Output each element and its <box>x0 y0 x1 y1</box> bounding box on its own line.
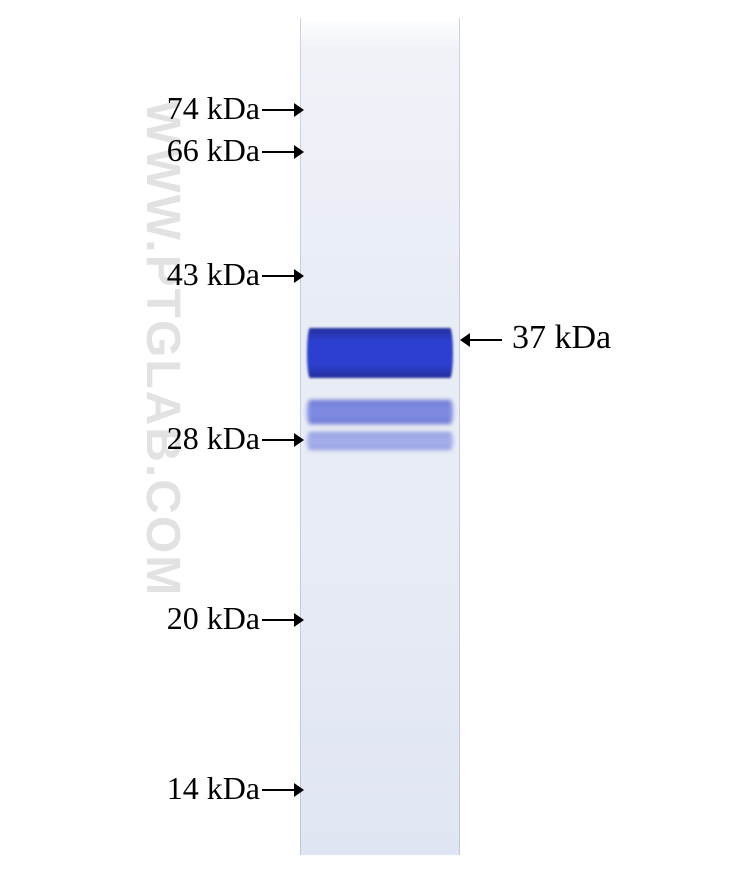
watermark-text: WWW.PTGLAB.COM <box>135 100 190 597</box>
result-arrow-icon <box>468 339 502 341</box>
marker-arrow-icon <box>262 439 296 441</box>
marker-arrow-icon <box>262 109 296 111</box>
marker-label: 14 kDa <box>167 770 260 807</box>
marker-label: 43 kDa <box>167 256 260 293</box>
gel-lane <box>300 18 460 855</box>
marker-label: 74 kDa <box>167 90 260 127</box>
lane-fade <box>301 18 459 48</box>
marker-arrow-icon <box>262 619 296 621</box>
marker-label: 20 kDa <box>167 600 260 637</box>
marker-arrow-icon <box>262 789 296 791</box>
marker-label: 28 kDa <box>167 420 260 457</box>
minor-band-lower <box>307 432 453 450</box>
minor-band-upper <box>307 400 453 424</box>
marker-arrow-icon <box>262 275 296 277</box>
result-label: 37 kDa <box>512 319 611 357</box>
main-band-37kda <box>307 328 453 378</box>
marker-arrow-icon <box>262 151 296 153</box>
gel-figure: WWW.PTGLAB.COM 74 kDa 66 kDa 43 kDa 28 kDa 2… <box>0 0 740 873</box>
marker-label: 66 kDa <box>167 132 260 169</box>
